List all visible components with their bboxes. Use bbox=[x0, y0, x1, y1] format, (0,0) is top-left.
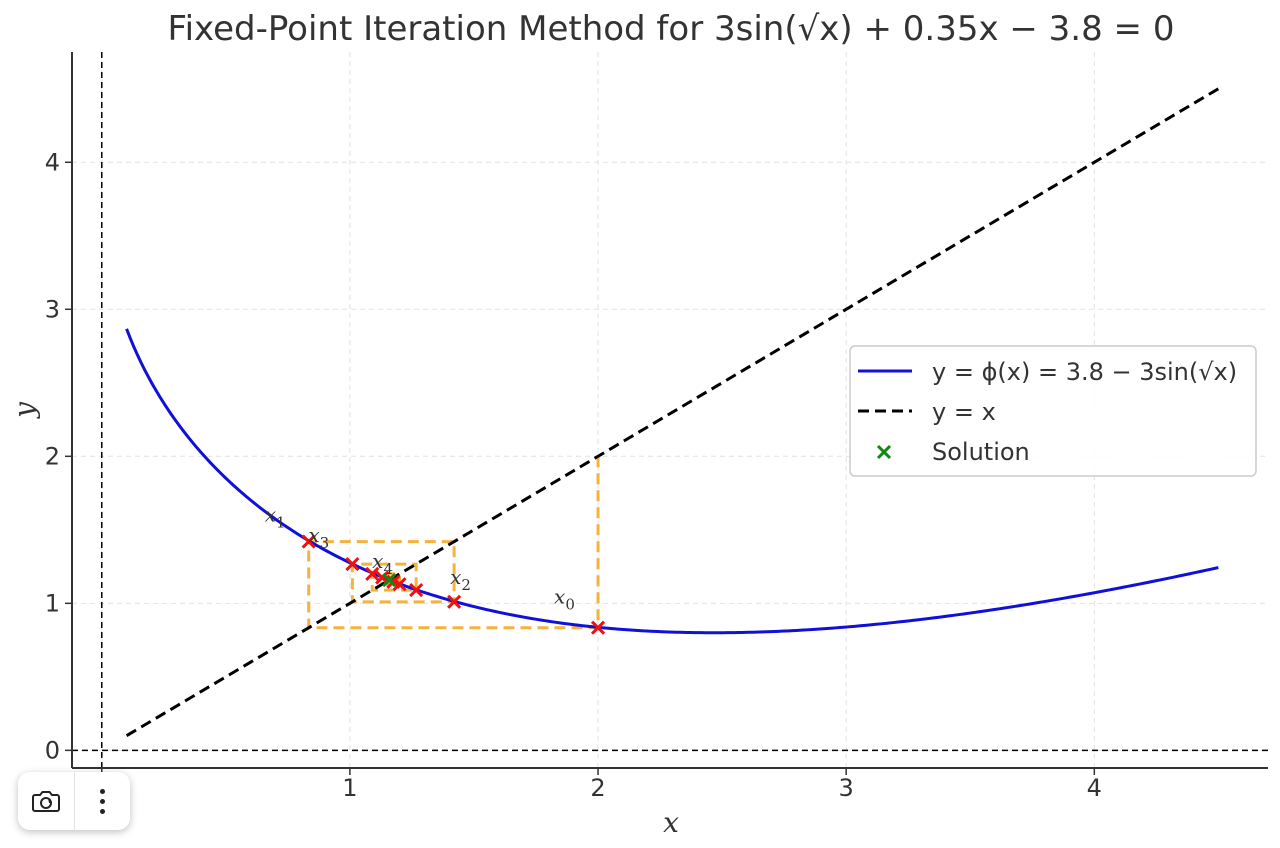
x-tick-label-4: 4 bbox=[1087, 774, 1102, 802]
x-tick-label-2: 2 bbox=[590, 774, 605, 802]
iterate-mark-2 bbox=[447, 594, 462, 609]
y-tick-label-2: 2 bbox=[45, 442, 60, 470]
more-vertical-icon bbox=[99, 788, 105, 814]
grid bbox=[72, 52, 1268, 768]
legend-label-identity: y = x bbox=[932, 398, 996, 426]
solution-mark bbox=[382, 573, 397, 588]
iterate-label-x4: x4 bbox=[372, 549, 393, 578]
toolbar-divider bbox=[73, 772, 75, 830]
chart-title: Fixed-Point Iteration Method for 3sin(√x… bbox=[167, 9, 1174, 49]
iterate-mark-0 bbox=[590, 620, 606, 635]
iterate-label-x3: x3 bbox=[308, 523, 329, 552]
legend-box bbox=[849, 345, 1257, 477]
legend-label-solution: Solution bbox=[932, 438, 1030, 466]
x-axis-label: x bbox=[663, 806, 679, 839]
iterate-mark-4 bbox=[409, 583, 424, 598]
y-tick-label-4: 4 bbox=[45, 148, 60, 176]
camera-icon bbox=[31, 791, 60, 812]
image-toolbar bbox=[18, 772, 130, 830]
iterate-mark-1 bbox=[301, 534, 316, 549]
y-tick-label-1: 1 bbox=[45, 589, 60, 617]
legend-swatch-solution bbox=[876, 444, 892, 460]
series-identity-line bbox=[125, 87, 1220, 737]
y-tick-label-0: 0 bbox=[45, 736, 60, 764]
x-tick-label-3: 3 bbox=[839, 774, 854, 802]
legend: y = ϕ(x) = 3.8 − 3sin(√x) y = x Solution bbox=[849, 345, 1257, 477]
iterate-label-x0: x0 bbox=[554, 585, 575, 614]
y-tick-label-3: 3 bbox=[45, 295, 60, 323]
camera-button[interactable] bbox=[18, 772, 74, 830]
iterate-mark-3 bbox=[345, 557, 360, 572]
x-tick-label-1: 1 bbox=[342, 774, 357, 802]
axes bbox=[71, 52, 1268, 769]
iterate-label-x2: x2 bbox=[450, 565, 471, 594]
iterate-labels: x0 x1 x2 x3 x4 bbox=[265, 503, 575, 614]
iterate-mark-5 bbox=[365, 566, 380, 581]
legend-label-phi: y = ϕ(x) = 3.8 − 3sin(√x) bbox=[932, 358, 1237, 386]
more-options-button[interactable] bbox=[74, 772, 130, 830]
iterate-marks bbox=[301, 534, 606, 635]
iterate-label-x1: x1 bbox=[265, 503, 286, 532]
y-axis-label: y bbox=[8, 401, 41, 420]
